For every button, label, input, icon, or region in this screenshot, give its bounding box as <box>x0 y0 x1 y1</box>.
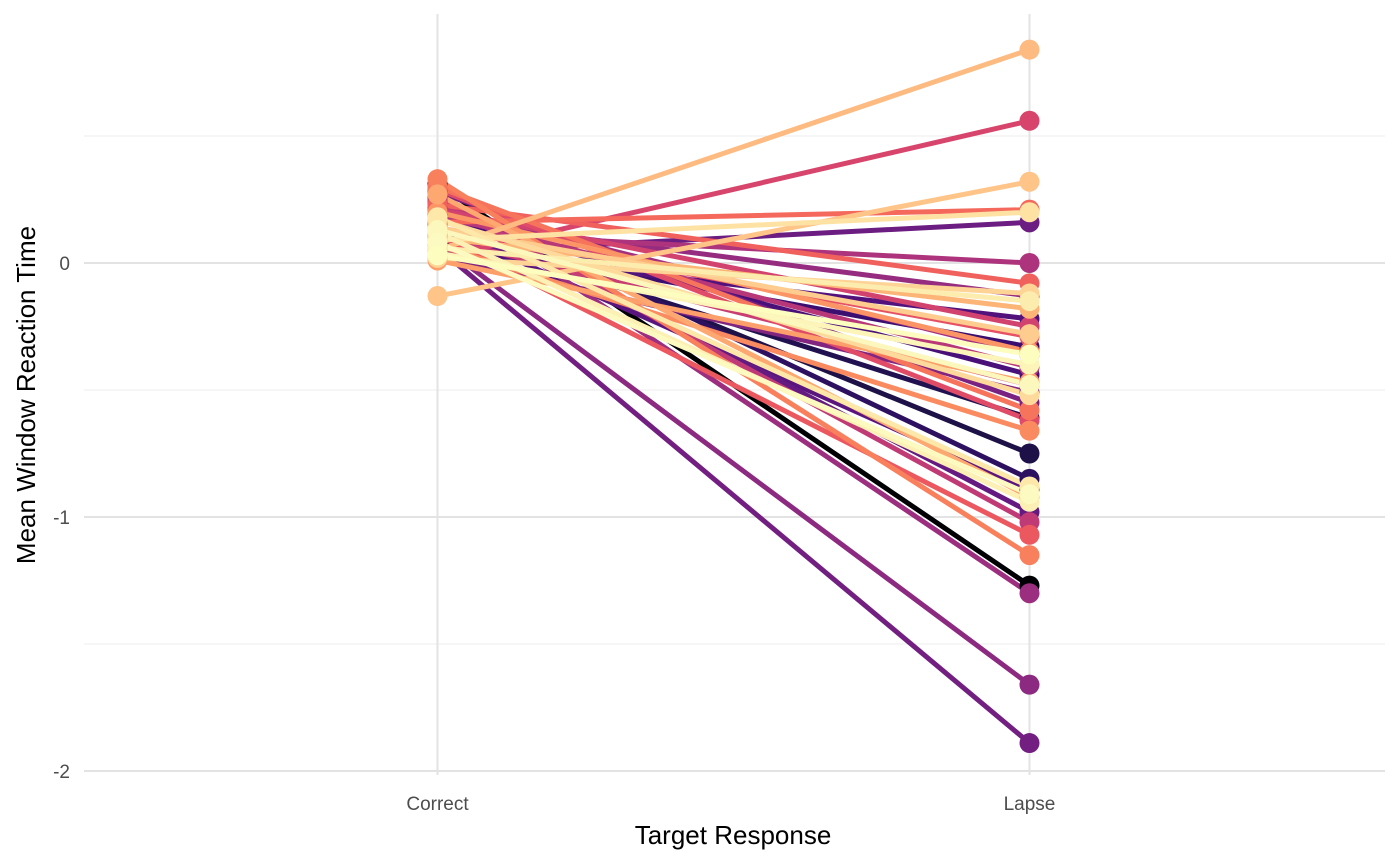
series-line <box>435 207 1032 225</box>
tick-labels: 0 -1 -2 Correct Lapse <box>53 254 1055 815</box>
data-point <box>1019 344 1040 365</box>
data-point <box>1019 733 1040 754</box>
series-line <box>435 224 1032 337</box>
series-line <box>435 240 1032 688</box>
series-line <box>435 257 1032 385</box>
x-axis-title: Target Response <box>635 820 832 850</box>
data-point <box>1019 39 1040 60</box>
x-tick-label: Lapse <box>1004 794 1056 815</box>
series-line <box>435 245 1032 746</box>
y-axis-title: Mean Window Reaction Time <box>11 226 41 564</box>
y-tick-label: 0 <box>59 254 70 275</box>
data-point <box>1019 443 1040 464</box>
series-line <box>435 214 1032 490</box>
data-point <box>1019 110 1040 131</box>
data-point <box>1019 374 1040 395</box>
series-points <box>427 39 1040 754</box>
data-point <box>1019 545 1040 566</box>
data-point <box>1019 324 1040 345</box>
y-tick-label: -1 <box>53 508 70 529</box>
x-tick-label: Correct <box>406 794 469 815</box>
series-line <box>435 47 1032 253</box>
series-line <box>435 209 1032 243</box>
data-point <box>1019 171 1040 192</box>
series-line <box>435 252 1032 357</box>
data-point <box>1019 420 1040 441</box>
data-point <box>1019 291 1040 312</box>
data-point <box>1019 674 1040 695</box>
data-point <box>1019 253 1040 273</box>
data-point <box>1019 202 1040 223</box>
series-lines <box>435 47 1032 746</box>
data-point <box>427 286 448 307</box>
data-point <box>1019 524 1040 545</box>
data-point <box>427 184 448 205</box>
data-point <box>427 169 448 190</box>
series-line <box>435 240 1032 497</box>
data-point <box>1019 484 1040 505</box>
data-point <box>1019 400 1040 421</box>
grid-layer <box>84 14 1385 775</box>
data-point <box>427 245 448 266</box>
data-point <box>1019 583 1040 604</box>
y-tick-label: -2 <box>53 762 70 783</box>
series-line <box>435 184 1032 413</box>
series-line <box>435 227 1032 388</box>
